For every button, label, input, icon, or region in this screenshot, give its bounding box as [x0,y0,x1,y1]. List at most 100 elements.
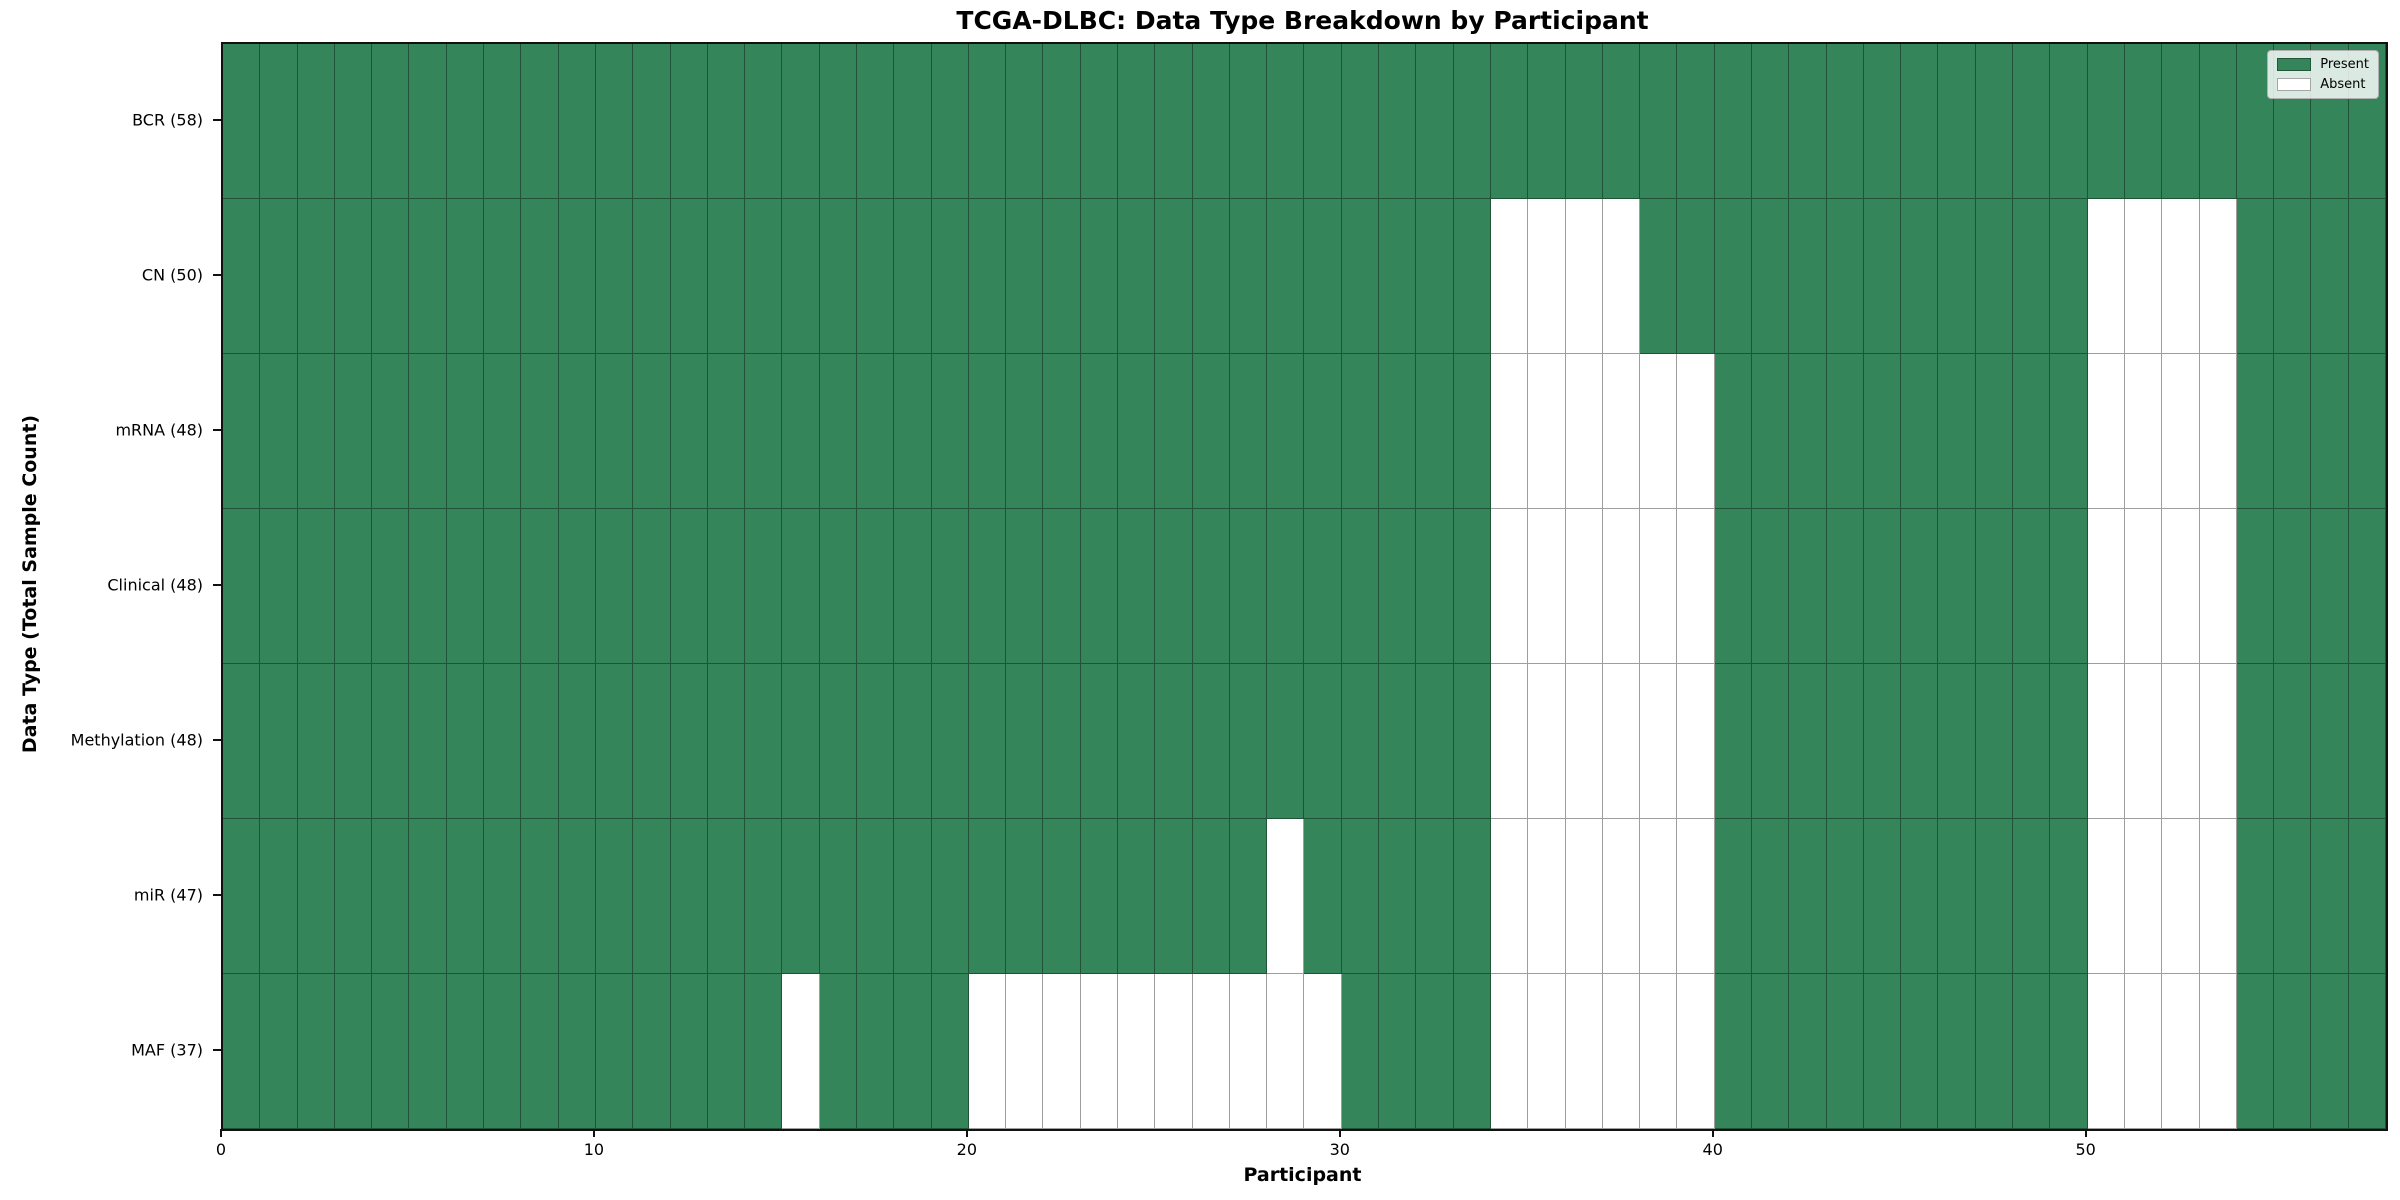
heatmap-cell [1528,354,1566,509]
plot-area: Present Absent [221,42,2388,1131]
heatmap-cell [521,974,559,1129]
heatmap-cell [1752,199,1790,354]
heatmap-cell [484,974,522,1129]
heatmap-cell [1118,974,1156,1129]
y-tick-mark [213,273,221,276]
heatmap-cell [745,664,783,819]
x-tick-label: 20 [956,1140,978,1159]
x-tick-mark [592,1129,595,1137]
heatmap-cell [894,44,932,199]
heatmap-cell [334,199,373,354]
heatmap-cell [1677,44,1715,199]
heatmap-cell [1080,819,1119,974]
heatmap-cell [1118,509,1156,664]
legend: Present Absent [2267,50,2379,99]
heatmap-cell [1826,354,1864,509]
heatmap-cell [670,664,708,819]
heatmap-cell [2050,354,2088,509]
heatmap-cell [1901,664,1939,819]
heatmap-cell [2087,44,2125,199]
heatmap-cell [558,819,596,974]
heatmap-cell [1901,44,1939,199]
heatmap-cell [372,199,410,354]
heatmap-cell [1416,199,1454,354]
heatmap-cell [558,354,596,509]
heatmap-grid [223,44,2386,1129]
y-tick-mark [213,428,221,431]
heatmap-cell [595,44,634,199]
heatmap-cell [2199,354,2237,509]
heatmap-cell [223,509,261,664]
heatmap-cell [1677,664,1715,819]
heatmap-cell [894,199,932,354]
heatmap-cell [2087,199,2125,354]
heatmap-cell [1901,974,1939,1129]
heatmap-cell [1975,974,2014,1129]
heatmap-cell [707,974,746,1129]
heatmap-cell [1938,44,1976,199]
heatmap-cell [521,44,559,199]
heatmap-cell [1752,819,1790,974]
heatmap-cell [968,199,1007,354]
heatmap-cell [260,974,298,1129]
x-tick-mark [1711,1129,1714,1137]
heatmap-cell [2162,819,2200,974]
x-tick-label: 0 [215,1140,227,1159]
heatmap-cell [1490,819,1529,974]
heatmap-cell [1714,44,1753,199]
heatmap-cell [260,509,298,664]
heatmap-cell [521,354,559,509]
heatmap-cell [2162,44,2200,199]
heatmap-cell [1080,199,1119,354]
heatmap-cell [484,354,522,509]
heatmap-cell [1341,664,1380,819]
heatmap-cell [745,199,783,354]
heatmap-cell [260,354,298,509]
heatmap-cell [2050,974,2088,1129]
heatmap-cell [1752,664,1790,819]
heatmap-cell [968,44,1007,199]
heatmap-cell [1938,199,1976,354]
heatmap-cell [1379,199,1417,354]
heatmap-cell [856,354,895,509]
heatmap-cell [2162,354,2200,509]
heatmap-cell [1155,664,1193,819]
heatmap-cell [1304,974,1342,1129]
heatmap-cell [1304,199,1342,354]
heatmap-cell [819,664,857,819]
heatmap-cell [1565,509,1603,664]
heatmap-cell [1752,44,1790,199]
heatmap-cell [1826,44,1864,199]
heatmap-cell [2013,509,2051,664]
heatmap-cell [2124,974,2163,1129]
heatmap-cell [1080,354,1119,509]
heatmap-cell [2087,509,2125,664]
heatmap-cell [1416,974,1454,1129]
heatmap-cell [484,819,522,974]
heatmap-cell [894,354,932,509]
heatmap-cell [819,509,857,664]
x-axis-title: Participant [1243,1164,1362,1186]
heatmap-cell [2087,974,2125,1129]
heatmap-cell [1267,509,1305,664]
heatmap-cell [670,44,708,199]
heatmap-cell [1267,199,1305,354]
heatmap-cell [2236,199,2275,354]
y-tick-label: Methylation (48) [70,730,203,749]
heatmap-cell [1528,199,1566,354]
heatmap-cell [931,509,969,664]
heatmap-cell [707,199,746,354]
heatmap-cell [1118,819,1156,974]
heatmap-cell [894,664,932,819]
y-tick-label: MAF (37) [131,1040,203,1059]
heatmap-cell [521,819,559,974]
heatmap-cell [2348,199,2386,354]
heatmap-cell [260,44,298,199]
heatmap-cell [1043,819,1081,974]
heatmap-cell [1490,354,1529,509]
heatmap-cell [1118,44,1156,199]
heatmap-cell [1155,199,1193,354]
heatmap-cell [2050,509,2088,664]
heatmap-cell [2199,44,2237,199]
heatmap-cell [2311,354,2349,509]
